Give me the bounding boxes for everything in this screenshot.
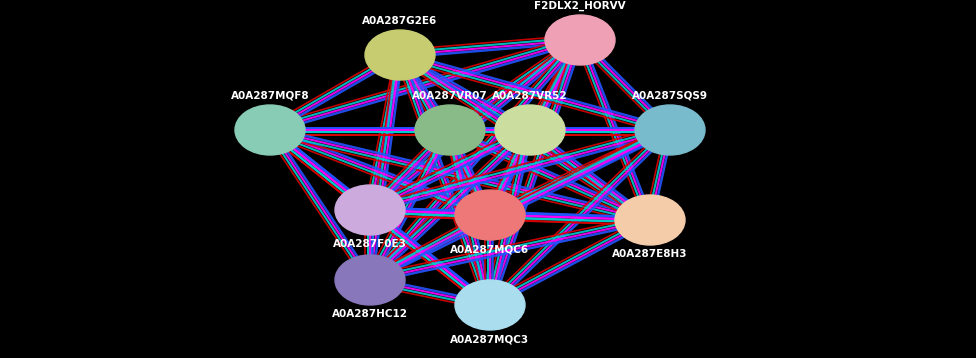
Text: A0A287VR07: A0A287VR07 <box>412 91 488 101</box>
Ellipse shape <box>335 185 405 235</box>
Ellipse shape <box>455 280 525 330</box>
Ellipse shape <box>235 105 305 155</box>
Ellipse shape <box>635 105 705 155</box>
Text: F2DLX2_HORVV: F2DLX2_HORVV <box>534 1 626 11</box>
Ellipse shape <box>365 30 435 80</box>
Text: A0A287SQS9: A0A287SQS9 <box>632 91 708 101</box>
Text: A0A287MQC6: A0A287MQC6 <box>451 244 530 254</box>
Text: A0A287MQF8: A0A287MQF8 <box>230 91 309 101</box>
Ellipse shape <box>415 105 485 155</box>
Ellipse shape <box>455 190 525 240</box>
Ellipse shape <box>335 255 405 305</box>
Text: A0A287F0E3: A0A287F0E3 <box>333 239 407 249</box>
Ellipse shape <box>615 195 685 245</box>
Text: A0A287HC12: A0A287HC12 <box>332 309 408 319</box>
Ellipse shape <box>545 15 615 65</box>
Text: A0A287E8H3: A0A287E8H3 <box>612 249 688 259</box>
Text: A0A287G2E6: A0A287G2E6 <box>362 16 437 26</box>
Text: A0A287MQC3: A0A287MQC3 <box>451 334 530 344</box>
Ellipse shape <box>495 105 565 155</box>
Text: A0A287VR52: A0A287VR52 <box>492 91 568 101</box>
